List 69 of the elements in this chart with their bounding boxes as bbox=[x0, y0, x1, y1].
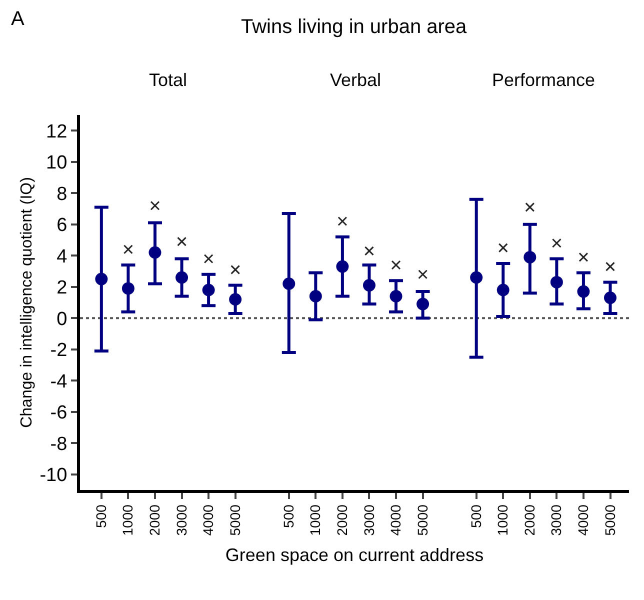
point bbox=[336, 260, 349, 273]
point bbox=[95, 272, 108, 286]
point bbox=[604, 292, 616, 304]
x-tick-label: 2000 bbox=[146, 504, 163, 536]
y-tick-label: 12 bbox=[46, 121, 68, 142]
text: Performance bbox=[492, 70, 596, 90]
x-tick-label: 1000 bbox=[494, 504, 511, 536]
point bbox=[606, 262, 615, 272]
text: Total bbox=[149, 70, 188, 90]
point bbox=[176, 271, 188, 284]
point bbox=[470, 271, 483, 284]
y-tick-label: -6 bbox=[50, 402, 68, 424]
point bbox=[524, 250, 536, 264]
point bbox=[150, 200, 160, 210]
x-tick-label: 4000 bbox=[575, 504, 592, 536]
y-tick-label: 2 bbox=[56, 278, 68, 299]
point bbox=[148, 246, 162, 259]
x-tick-label: 500 bbox=[468, 504, 484, 528]
y-tick-label: 4 bbox=[56, 246, 68, 268]
point bbox=[362, 279, 376, 292]
x-tick-label: 4000 bbox=[200, 504, 216, 536]
x-tick-label: 2000 bbox=[334, 504, 350, 536]
point bbox=[202, 284, 215, 296]
x-tick-label: 4000 bbox=[388, 504, 404, 536]
point bbox=[552, 238, 562, 248]
point bbox=[498, 243, 508, 253]
point bbox=[418, 270, 428, 280]
point bbox=[391, 260, 401, 270]
x-axis-title: Green space on current address bbox=[225, 544, 484, 565]
x-tick-label: 3000 bbox=[548, 504, 564, 536]
point bbox=[496, 284, 510, 296]
y-tick-label: -2 bbox=[50, 340, 68, 362]
point bbox=[122, 282, 134, 295]
y-tick-label: -8 bbox=[50, 434, 68, 455]
point bbox=[338, 216, 348, 226]
point bbox=[364, 246, 374, 256]
point bbox=[390, 290, 402, 302]
point bbox=[204, 254, 214, 264]
y-tick-label: 8 bbox=[56, 184, 68, 205]
point bbox=[123, 244, 133, 254]
y-tick-label: -4 bbox=[50, 371, 68, 392]
x-tick-label: 5000 bbox=[226, 504, 243, 536]
y-tick-label: -10 bbox=[40, 465, 68, 486]
y-axis-title: Change in intelligence quotient (IQ) bbox=[18, 177, 36, 428]
point bbox=[578, 252, 588, 262]
text: A bbox=[11, 8, 25, 30]
text: Verbal bbox=[330, 70, 382, 90]
point bbox=[550, 276, 563, 288]
x-tick-label: 500 bbox=[92, 504, 109, 528]
x-tick-label: 1000 bbox=[307, 504, 324, 536]
point bbox=[282, 278, 296, 290]
y-tick-label: 6 bbox=[56, 215, 68, 236]
chart-title: Twins living in urban area bbox=[241, 16, 468, 38]
x-tick-label: 2000 bbox=[521, 504, 538, 536]
point bbox=[229, 293, 242, 306]
x-tick-label: 1000 bbox=[120, 504, 136, 536]
point bbox=[525, 202, 535, 212]
y-tick-label: 0 bbox=[56, 308, 68, 330]
point bbox=[230, 264, 240, 274]
x-tick-label: 3000 bbox=[173, 504, 190, 536]
x-tick-label: 5000 bbox=[414, 504, 430, 536]
x-tick-label: 5000 bbox=[602, 504, 618, 536]
y-tick-label: 10 bbox=[46, 152, 68, 174]
x-tick-label: 3000 bbox=[360, 504, 377, 536]
point bbox=[577, 285, 590, 298]
point bbox=[309, 290, 322, 302]
x-tick-label: 500 bbox=[280, 504, 296, 528]
point bbox=[177, 236, 187, 246]
point bbox=[416, 298, 430, 310]
